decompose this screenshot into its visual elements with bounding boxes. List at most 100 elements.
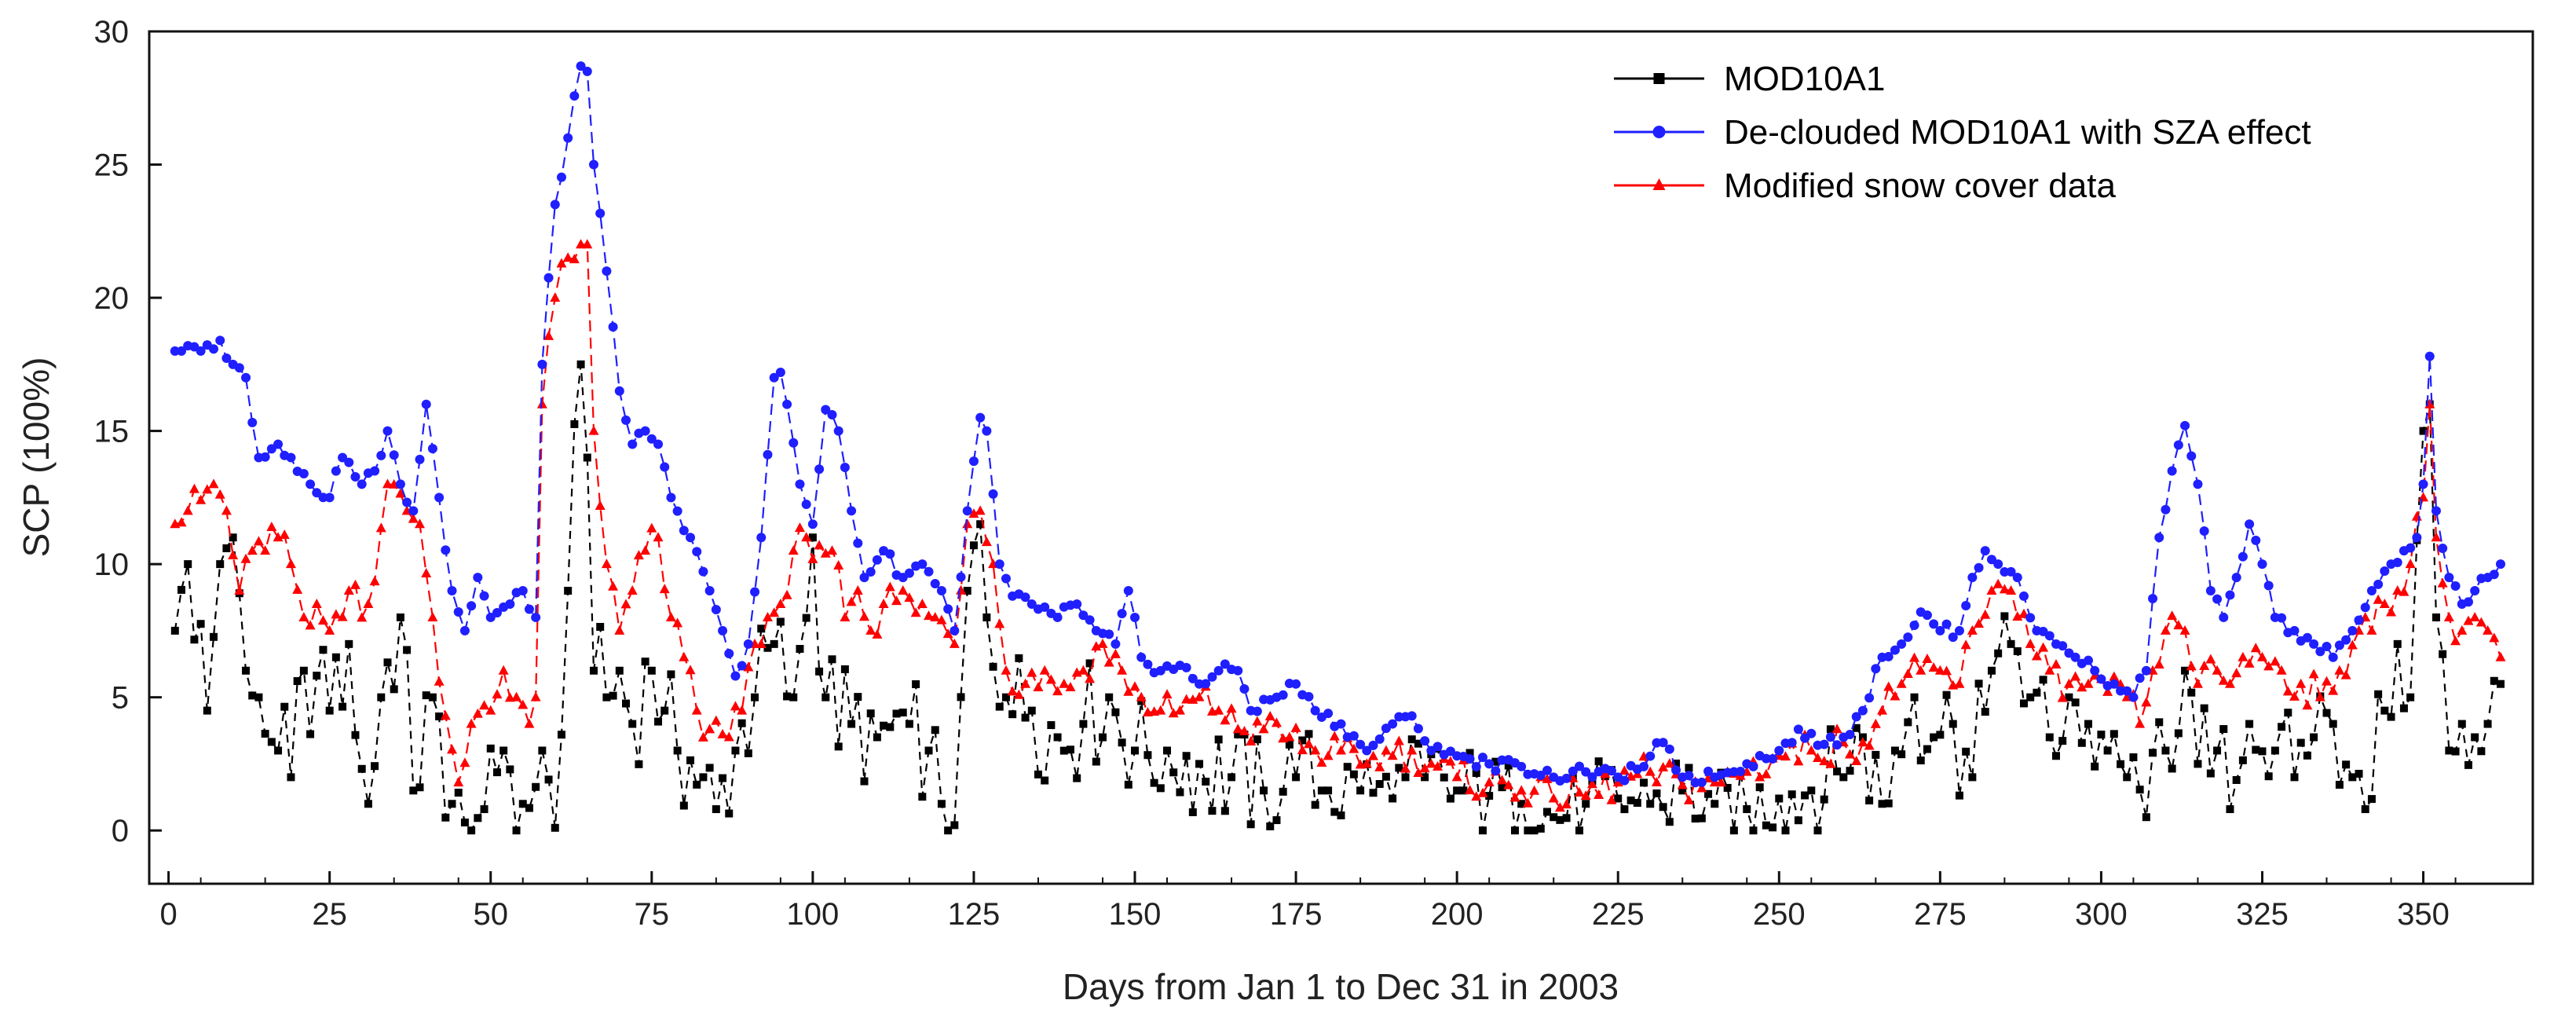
data-point (751, 693, 759, 701)
data-point (1420, 736, 1430, 746)
data-point (1066, 745, 1074, 754)
data-point (646, 522, 657, 533)
data-point (2439, 650, 2447, 658)
x-tick-label: 350 (2397, 897, 2450, 932)
data-point (1246, 735, 1257, 745)
data-point (2495, 559, 2505, 570)
data-point (1001, 665, 1012, 675)
data-point (2347, 625, 2358, 636)
data-point (1877, 705, 1888, 715)
data-point (1845, 729, 1855, 739)
data-point (1124, 780, 1132, 789)
data-point (1052, 686, 1063, 696)
data-point (692, 547, 702, 557)
data-point (1020, 592, 1030, 603)
data-point (1393, 735, 1404, 745)
data-point (918, 793, 927, 801)
data-point (1820, 795, 1828, 804)
data-point (717, 728, 728, 738)
data-point (1021, 713, 1030, 722)
data-point (976, 520, 985, 529)
data-point (242, 666, 251, 675)
data-point (1839, 773, 1848, 782)
data-point (1503, 779, 1514, 789)
data-point (2315, 647, 2325, 657)
data-point (653, 532, 664, 542)
x-tick-label: 200 (1431, 897, 1484, 932)
data-point (2149, 749, 2157, 757)
data-point (524, 718, 535, 728)
data-point (1697, 814, 1706, 822)
data-point (1651, 776, 1662, 786)
data-point (306, 730, 315, 738)
data-point (408, 513, 419, 523)
data-point (2057, 692, 2068, 702)
data-point (1715, 777, 1726, 787)
x-tick-label: 125 (948, 897, 1001, 932)
data-point (1942, 690, 1951, 699)
data-point (659, 584, 670, 594)
data-point (370, 466, 380, 476)
legend-marker (1653, 73, 1665, 84)
data-point (1451, 771, 1462, 782)
data-point (2342, 760, 2351, 769)
data-point (1228, 773, 1236, 782)
data-point (1922, 610, 1932, 621)
data-point (228, 549, 239, 559)
data-point (2129, 753, 2138, 761)
data-point (2206, 769, 2215, 778)
data-point (2065, 693, 2073, 701)
data-point (1298, 736, 1307, 745)
legend-marker (1652, 126, 1666, 138)
data-point (222, 544, 231, 552)
data-point (486, 744, 495, 753)
data-point (1498, 783, 1506, 792)
data-point (562, 252, 573, 262)
data-point (1704, 789, 1713, 798)
data-point (989, 662, 997, 671)
data-point (1922, 653, 1933, 663)
data-point (730, 701, 741, 711)
data-point (1968, 773, 1977, 782)
data-point (221, 505, 232, 515)
data-point (2039, 676, 2047, 684)
data-point (1187, 673, 1198, 683)
data-point (479, 700, 490, 710)
data-point (1916, 665, 1927, 675)
data-point (615, 666, 624, 675)
data-point (317, 615, 328, 625)
data-point (530, 691, 541, 701)
data-point (1684, 771, 1694, 781)
data-point (1586, 778, 1597, 789)
data-point (518, 699, 529, 709)
data-point (769, 372, 779, 383)
data-point (2245, 519, 2255, 529)
data-point (1459, 786, 1468, 795)
data-point (2412, 533, 2422, 543)
data-point (1407, 745, 1418, 755)
data-point (2289, 690, 2300, 701)
data-point (1497, 775, 1508, 785)
data-point (2393, 639, 2402, 648)
data-point (1143, 659, 1153, 669)
data-point (750, 587, 760, 597)
data-point (467, 601, 477, 611)
data-point (1941, 619, 1952, 629)
data-point (1389, 794, 1397, 803)
data-point (1729, 826, 1738, 835)
data-point (815, 667, 824, 676)
data-point (306, 479, 316, 489)
data-point (1677, 779, 1688, 789)
data-point (794, 522, 805, 533)
data-point (1208, 807, 1217, 815)
data-point (2117, 760, 2125, 768)
data-point (2341, 635, 2351, 645)
data-point (1465, 785, 1476, 795)
data-point (1872, 750, 1880, 759)
data-point (2373, 579, 2384, 589)
data-point (763, 643, 772, 652)
data-point (847, 506, 857, 516)
data-point (622, 699, 630, 708)
y-tick-label: 15 (94, 415, 130, 449)
data-point (1414, 739, 1422, 748)
